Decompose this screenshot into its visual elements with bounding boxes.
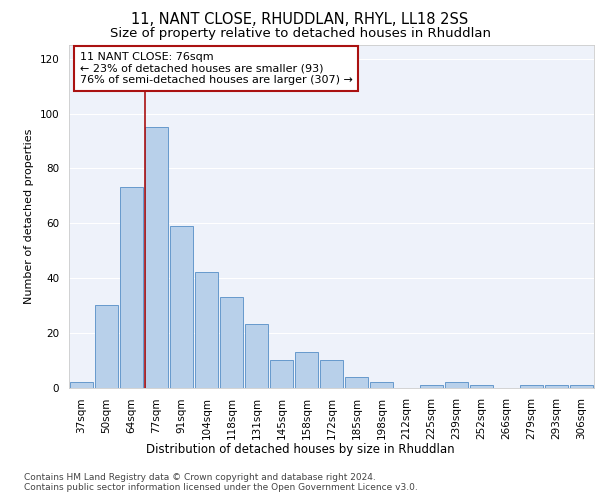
Bar (470, 385, 493, 388)
Text: Size of property relative to detached houses in Rhuddlan: Size of property relative to detached ho… (110, 28, 491, 40)
Bar (145, 127, 169, 388)
Bar (569, 385, 593, 388)
Bar (344, 376, 368, 388)
Bar (95, 306, 118, 388)
Bar (295, 352, 319, 388)
Bar (320, 360, 343, 388)
Text: Contains HM Land Registry data © Crown copyright and database right 2024.
Contai: Contains HM Land Registry data © Crown c… (24, 472, 418, 492)
Bar (170, 226, 193, 388)
Bar (269, 360, 293, 388)
Bar (194, 272, 218, 388)
Bar (245, 324, 268, 388)
Y-axis label: Number of detached properties: Number of detached properties (24, 128, 34, 304)
Bar (419, 385, 443, 388)
Text: 11 NANT CLOSE: 76sqm
← 23% of detached houses are smaller (93)
76% of semi-detac: 11 NANT CLOSE: 76sqm ← 23% of detached h… (79, 52, 352, 85)
Text: Distribution of detached houses by size in Rhuddlan: Distribution of detached houses by size … (146, 442, 454, 456)
Bar (545, 385, 568, 388)
Bar (70, 382, 94, 388)
Bar (370, 382, 394, 388)
Bar (119, 188, 143, 388)
Bar (220, 297, 244, 388)
Bar (445, 382, 469, 388)
Text: 11, NANT CLOSE, RHUDDLAN, RHYL, LL18 2SS: 11, NANT CLOSE, RHUDDLAN, RHYL, LL18 2SS (131, 12, 469, 28)
Bar (520, 385, 544, 388)
